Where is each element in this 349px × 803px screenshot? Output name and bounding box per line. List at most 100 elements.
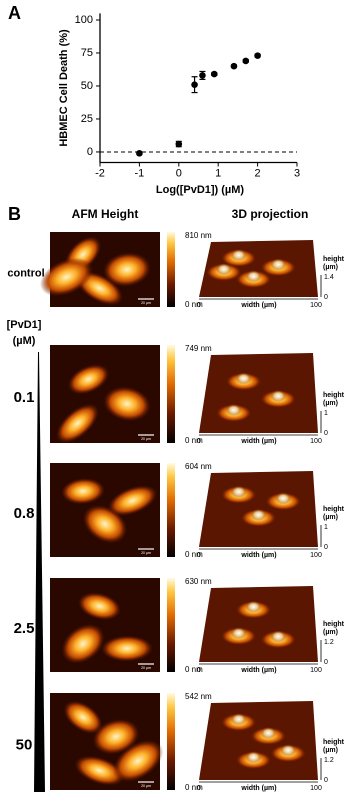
data-point [254,52,261,59]
row-label: 50 [16,736,33,753]
height-tick-label: 1.4 [324,274,334,281]
width-tick-label: 0 [197,785,201,792]
colorbar [167,232,175,307]
colorbar-max: 749 nm [185,344,212,353]
surface-peak [245,600,262,613]
width-label: width (µm) [240,667,276,674]
data-point [210,70,218,78]
cell [103,252,151,287]
y-axis-label: HBMEC Cell Death (%) [58,29,70,147]
scale-bar-label: 20 µm [141,437,151,441]
height-tick-label: 0 [324,659,328,666]
row-label: 0.1 [14,389,35,406]
colorbar [167,578,175,672]
scale-bar-label: 20 µm [141,784,151,788]
height-tick-label: 0 [324,294,328,301]
height-label: (µm) [323,400,338,407]
colorbar [167,463,175,557]
surface-peak [230,713,247,726]
cell [92,718,140,755]
width-tick-label: 0 [197,302,201,309]
height-label: (µm) [323,264,338,271]
width-tick-label: 0 [197,667,201,674]
width-label: width (µm) [240,552,276,559]
cell [74,755,125,786]
cell [101,635,153,662]
width-tick-label: 0 [197,438,201,445]
width-tick-label: 100 [310,785,322,792]
x-axis-label: Log([PvD1]) (µM) [156,184,245,196]
width-label: width (µm) [240,302,276,309]
cell [61,478,105,505]
data-point [175,140,183,148]
colorbar [167,345,175,443]
surface-peak [280,744,297,757]
width-label: width (µm) [240,785,276,792]
height-label: height [323,256,345,263]
width-tick-label: 100 [310,438,322,445]
data-point [199,72,206,79]
cell [107,485,158,516]
scale-bar-label: 20 µm [141,301,151,305]
x-tick-label: -1 [135,167,145,179]
colorbar-max: 810 nm [185,231,212,240]
scale-bar-label: 20 µm [141,551,151,555]
surface-peak [270,390,287,402]
height-label: height [323,739,345,746]
height-label: height [323,392,345,399]
row-label: 0.8 [14,505,35,522]
surface-peak [245,270,262,283]
panel-label: B [8,204,21,224]
surface-peak [270,258,287,271]
height-tick-label: 0 [324,544,328,551]
row-label: control [7,267,44,279]
colorbar-max: 604 nm [185,462,212,471]
x-tick-label: 3 [294,167,300,179]
surface-peak [275,492,292,505]
column-header: 3D projection [232,207,309,221]
plot: 0 25 50 75 100 -2 -1 0 1 2 3 [75,13,300,179]
surface-peak [225,404,242,416]
concentration-wedge [34,352,45,792]
y-tick-label: 75 [81,47,93,59]
y-tick-label: 25 [81,113,93,125]
height-tick-label: 1.2 [324,757,334,764]
surface-peak [230,249,247,262]
x-tick-label: -2 [95,167,105,179]
width-tick-label: 100 [310,302,322,309]
concentration-unit: (µM) [13,335,36,347]
colorbar-max: 542 nm [185,692,212,701]
data-point [230,62,238,70]
height-tick-label: 1 [324,410,328,417]
row-label: 2.5 [14,620,35,637]
column-header: AFM Height [72,207,139,221]
height-tick-label: 1.2 [324,639,334,646]
width-tick-label: 100 [310,552,322,559]
colorbar-min: 0 nm [185,300,203,309]
x-tick-label: 1 [215,167,221,179]
cell [112,739,164,782]
colorbar-max: 630 nm [185,577,212,586]
y-tick-label: 50 [81,80,93,92]
cell [40,257,93,297]
height-tick-label: 0 [324,430,328,437]
data-point [136,149,143,157]
colorbar [167,693,175,790]
surface-peak [245,751,262,764]
surface [199,586,318,662]
panel-label: A [8,3,21,23]
width-label: width (µm) [240,438,276,445]
height-label: (µm) [323,747,338,754]
y-tick-label: 100 [75,14,93,26]
surface-peak [230,485,247,498]
height-label: (µm) [323,514,338,521]
x-tick-label: 0 [176,167,182,179]
y-tick-label: 0 [87,146,93,158]
height-tick-label: 0 [324,777,328,784]
cell [67,364,110,395]
data-point [242,57,250,65]
x-tick-label: 2 [255,167,261,179]
